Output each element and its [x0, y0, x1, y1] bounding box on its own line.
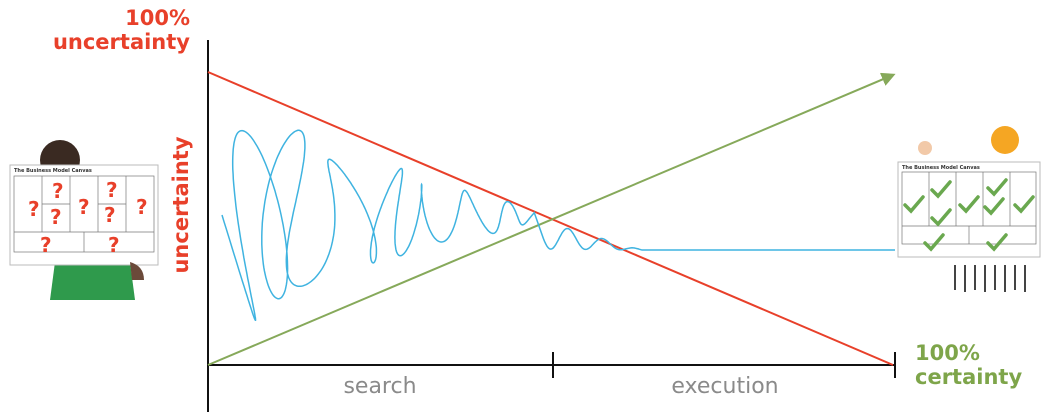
top-label: uncertainty	[53, 30, 190, 54]
canvas-title: The Business Model Canvas	[902, 165, 980, 171]
bottom-label: 100%	[915, 341, 980, 365]
certainty-line	[207, 72, 896, 366]
question-mark: ?	[28, 197, 40, 221]
phase-label: search	[343, 374, 416, 399]
question-mark: ?	[40, 233, 52, 257]
question-mark: ?	[52, 179, 64, 203]
bottom-label: certainty	[915, 365, 1022, 389]
question-mark: ?	[104, 203, 116, 227]
question-mark: ?	[106, 178, 118, 202]
question-mark: ?	[50, 205, 62, 229]
question-mark: ?	[78, 195, 90, 219]
axis-label: uncertainty	[169, 136, 193, 273]
uncertainty-line	[207, 71, 894, 366]
top-label: 100%	[125, 6, 190, 30]
phase-label: execution	[671, 374, 778, 399]
question-mark: ?	[136, 195, 148, 219]
question-mark: ?	[108, 233, 120, 257]
canvas-title: The Business Model Canvas	[14, 168, 92, 174]
scribble	[221, 129, 895, 322]
left-illustration: The Business Model Canvas ? ? ? ? ? ? ? …	[9, 140, 159, 300]
right-illustration: The Business Model Canvas	[897, 126, 1041, 292]
